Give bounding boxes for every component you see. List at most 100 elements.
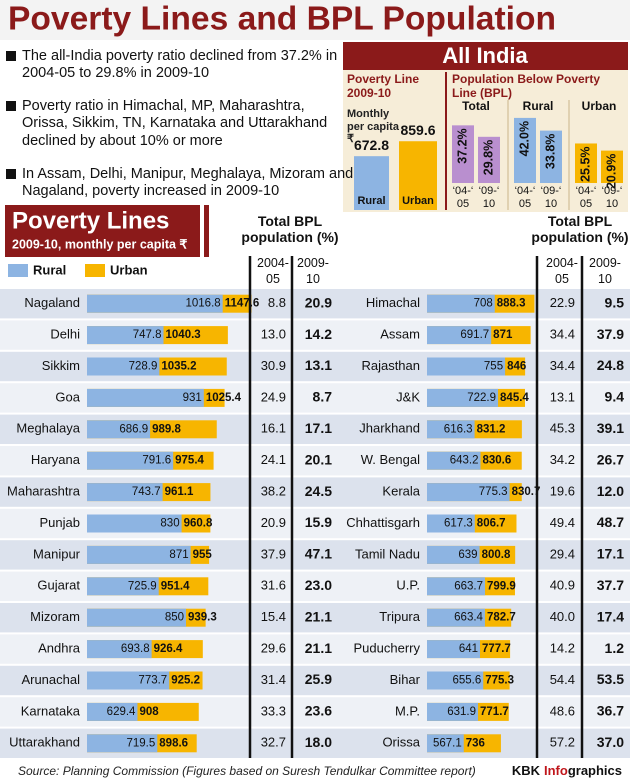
legend-swatch <box>8 264 28 277</box>
bpl-value-label: 25.5% <box>578 146 592 181</box>
bpl-2004-05: 40.9 <box>550 578 575 593</box>
state-name: Sikkim <box>42 358 80 373</box>
rural-value: 643.2 <box>450 455 479 467</box>
bpl-2004-05: 8.8 <box>268 295 286 310</box>
rural-value: 871 <box>169 549 188 561</box>
state-name: Nagaland <box>24 295 80 310</box>
poverty-lines-header <box>5 205 200 257</box>
all-india-header <box>343 42 628 70</box>
rural-value: 655.6 <box>452 675 481 687</box>
state-name: J&K <box>396 389 420 404</box>
urban-value: 830.7 <box>512 486 541 498</box>
period-header: 2009-10 <box>589 256 621 286</box>
bpl-value-label: 33.8% <box>543 134 557 169</box>
period-header: 2009-10 <box>297 256 329 286</box>
bullet: In Assam, Delhi, Manipur, Meghalaya, Miz… <box>6 166 354 201</box>
rural-value: 773.7 <box>138 675 167 687</box>
bpl-period: ‘09-‘10 <box>540 185 562 210</box>
bpl-period: ‘09-‘10 <box>478 185 500 210</box>
rural-value: 686.9 <box>119 423 148 435</box>
rural-value: 663.7 <box>454 580 483 592</box>
rural-bar <box>87 357 160 376</box>
bpl-2009-10: 20.9 <box>305 294 332 310</box>
state-name: Meghalaya <box>16 421 80 436</box>
bpl-group-name: Urban <box>582 99 617 113</box>
rural-bar <box>427 702 479 721</box>
bpl-2004-05: 38.2 <box>261 484 286 499</box>
rural-value: 931 <box>183 392 202 404</box>
bpl-bar <box>601 150 623 183</box>
legend-swatch <box>85 264 105 277</box>
bpl-2009-10: 47.1 <box>305 546 332 562</box>
bpl-2009-10: 20.1 <box>305 451 332 467</box>
rural-value: 639 <box>458 549 477 561</box>
bpl-period: ‘04-‘05 <box>514 185 536 210</box>
rural-value: 850 <box>165 612 184 624</box>
rural-value: 719.5 <box>127 737 156 749</box>
urban-value: 955 <box>193 549 213 561</box>
urban-value: 908 <box>139 706 159 718</box>
state-name: W. Bengal <box>361 452 420 467</box>
bpl-2004-05: 13.1 <box>550 389 575 404</box>
urban-value: 926.4 <box>154 643 183 655</box>
bpl-2009-10: 18.0 <box>305 734 332 750</box>
rural-bar <box>427 388 499 407</box>
bpl-2009-10: 13.1 <box>305 357 332 373</box>
urban-value: 939.3 <box>188 612 217 624</box>
bpl-period: ‘09-‘10 <box>601 185 623 210</box>
urban-value: 806.7 <box>477 518 506 530</box>
bpl-2009-10: 17.1 <box>597 546 624 562</box>
bpl-2009-10: 23.6 <box>305 703 332 719</box>
urban-value: 775.3 <box>485 675 514 687</box>
poverty-lines-title: Poverty Lines <box>12 207 169 234</box>
bpl-2009-10: 17.1 <box>305 420 332 436</box>
rural-value: 708 <box>474 298 493 310</box>
rural-value: 663.4 <box>454 612 483 624</box>
rural-value: 722.9 <box>467 392 496 404</box>
state-name: Assam <box>380 327 420 342</box>
state-name: Uttarakhand <box>9 735 80 750</box>
bpl-title: Population Below Poverty Line (BPL) <box>452 72 601 100</box>
bpl-2004-05: 37.9 <box>261 546 286 561</box>
state-name: Bihar <box>390 672 421 687</box>
rural-value: 725.9 <box>128 580 157 592</box>
urban-value: 888.3 <box>497 298 526 310</box>
bpl-2009-10: 1.2 <box>605 640 625 656</box>
bpl-header: Total BPL population (%) <box>241 213 339 246</box>
bpl-2004-05: 24.9 <box>261 389 286 404</box>
rural-value: 747.8 <box>133 329 162 341</box>
title-band <box>0 0 630 40</box>
bpl-2009-10: 14.2 <box>305 326 332 342</box>
urban-value: 961.1 <box>165 486 194 498</box>
urban-value: 975.4 <box>175 455 204 467</box>
rural-bar <box>427 577 486 596</box>
state-name: Chhattisgarh <box>346 515 420 530</box>
poverty-line-title: Poverty Line 2009-10 <box>347 72 420 100</box>
state-name: Rajasthan <box>361 358 420 373</box>
period-header: 2004-05 <box>257 256 289 286</box>
bpl-2009-10: 23.0 <box>305 577 332 593</box>
rural-bar <box>87 326 164 345</box>
rural-value: 755 <box>484 361 503 373</box>
state-name: U.P. <box>396 578 420 593</box>
rural-bar <box>87 608 186 627</box>
bpl-bar <box>452 125 474 183</box>
rural-value: 629.4 <box>107 706 136 718</box>
poverty-line-value: 859.6 <box>400 122 435 138</box>
bpl-2009-10: 39.1 <box>597 420 624 436</box>
state-name: Manipur <box>33 546 81 561</box>
poverty-line-bar <box>399 141 437 210</box>
urban-value: 846 <box>507 361 526 373</box>
urban-value: 960.8 <box>184 518 213 530</box>
poverty-lines-subtitle: 2009-10, monthly per capita ₹ <box>12 237 187 251</box>
rural-value: 791.6 <box>142 455 171 467</box>
rural-value: 641 <box>459 643 478 655</box>
bpl-value-label: 29.8% <box>481 140 495 175</box>
rural-bar <box>427 420 475 439</box>
bpl-2004-05: 19.6 <box>550 484 575 499</box>
bpl-2009-10: 9.4 <box>605 389 625 405</box>
bpl-value-label: 42.0% <box>517 121 531 156</box>
period-header: 2004-05 <box>546 256 578 286</box>
urban-value: 831.2 <box>477 423 506 435</box>
